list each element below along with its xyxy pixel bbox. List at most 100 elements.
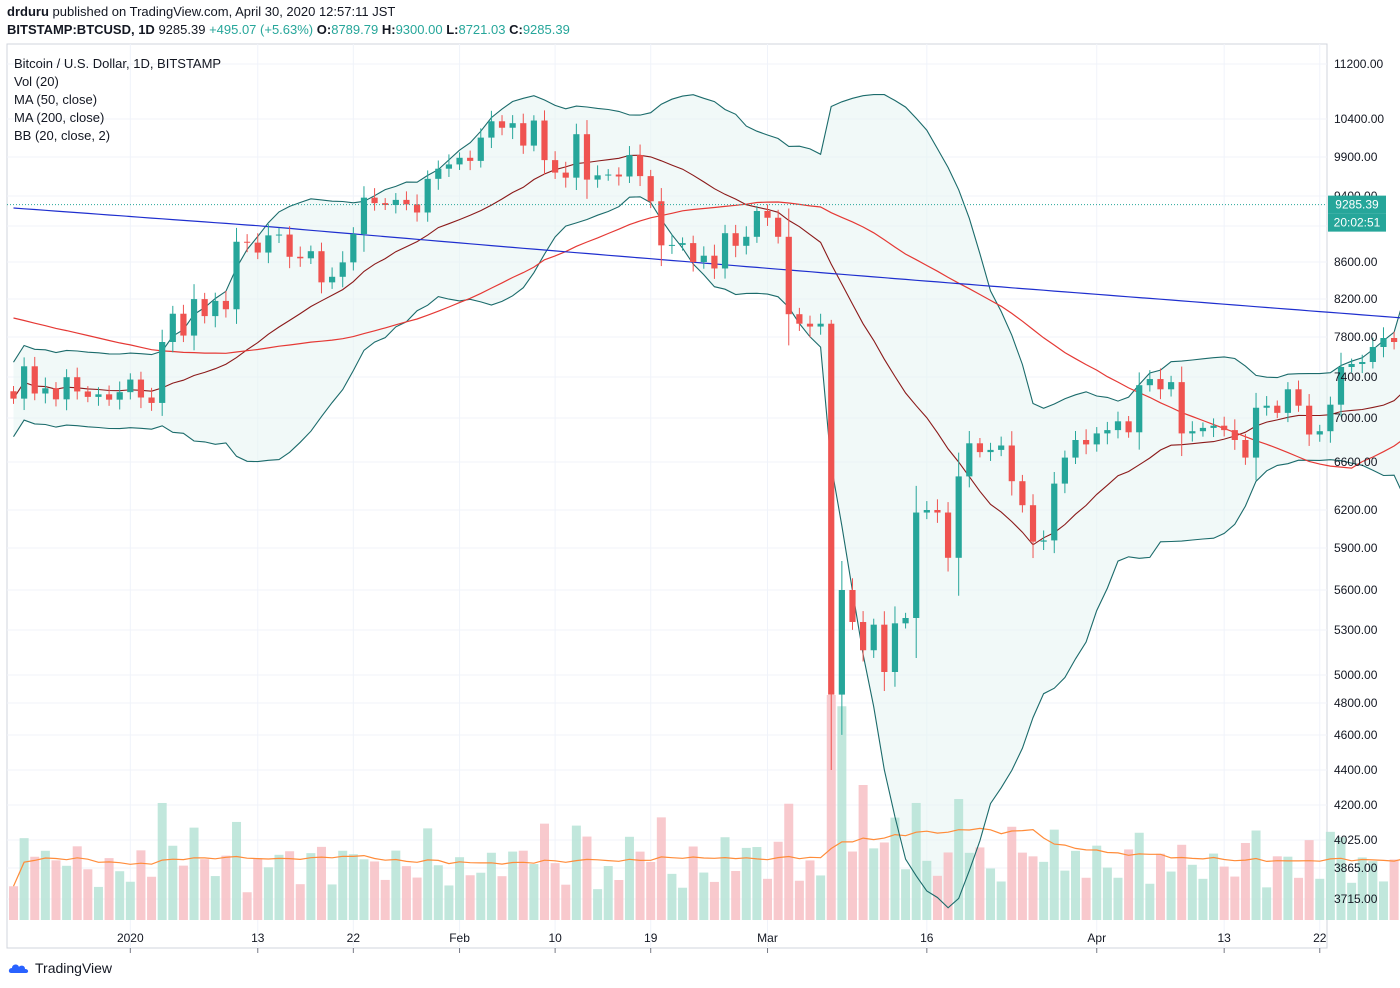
volume-bar xyxy=(30,856,40,920)
volume-bar xyxy=(688,846,698,920)
volume-bar xyxy=(200,859,210,920)
volume-bar xyxy=(1124,849,1134,920)
volume-bar xyxy=(1198,878,1208,920)
volume-bar xyxy=(306,853,316,920)
volume-bar xyxy=(1240,842,1250,920)
candle-body xyxy=(796,314,803,324)
candle-body xyxy=(382,203,389,205)
volume-bar xyxy=(784,803,794,920)
candle-body xyxy=(286,234,293,257)
candle-body xyxy=(1221,425,1228,431)
candle-body xyxy=(998,445,1005,450)
published-text: published on TradingView.com, April 30, … xyxy=(52,4,396,19)
volume-bar xyxy=(1219,866,1229,920)
candle-body xyxy=(806,323,814,327)
volume-bar xyxy=(9,886,18,920)
x-tick-label: 13 xyxy=(251,931,265,945)
candle-body xyxy=(1008,445,1015,482)
volume-bar xyxy=(996,881,1006,920)
candle-body xyxy=(350,234,357,263)
volume-bar xyxy=(571,825,581,920)
legend-ma200[interactable]: MA (200, close) xyxy=(14,110,105,125)
volume-bar xyxy=(295,884,305,920)
legend-bb[interactable]: BB (20, close, 2) xyxy=(14,128,111,143)
legend-volume[interactable]: Vol (20) xyxy=(14,74,59,89)
volume-bar xyxy=(508,851,518,920)
volume-bar xyxy=(263,867,273,920)
candle-body xyxy=(583,134,591,180)
volume-bars xyxy=(9,695,1400,920)
volume-bar xyxy=(433,865,443,920)
candle-body xyxy=(764,211,771,218)
bollinger-band-fill xyxy=(13,94,1400,908)
volume-bar xyxy=(1145,883,1155,920)
candle-body xyxy=(552,160,559,173)
open-value: 8789.79 xyxy=(331,22,379,37)
volume-bar xyxy=(274,854,284,920)
volume-bar xyxy=(943,852,953,920)
candle-body xyxy=(785,236,792,315)
candle-body xyxy=(828,323,835,695)
volume-bar xyxy=(646,861,656,920)
volume-bar xyxy=(816,875,826,920)
candle-body xyxy=(1306,405,1313,435)
candle-body xyxy=(31,366,38,394)
y-tick-label: 3865.00 xyxy=(1334,861,1378,875)
volume-bar xyxy=(178,865,188,920)
candle-body xyxy=(201,299,208,317)
candle-body xyxy=(1284,389,1291,413)
legend-ma50[interactable]: MA (50, close) xyxy=(14,92,98,107)
candle-body xyxy=(1125,421,1132,433)
candle-body xyxy=(1146,379,1153,386)
countdown-tag xyxy=(1328,213,1386,232)
volume-bar xyxy=(678,887,688,920)
volume-bar xyxy=(51,860,61,920)
y-tick-label: 4400.00 xyxy=(1334,763,1378,777)
candle-body xyxy=(955,476,962,558)
candle-body xyxy=(244,241,251,243)
volume-bar xyxy=(285,851,295,920)
candle-body xyxy=(860,622,867,651)
volume-bar xyxy=(1304,840,1314,920)
candle-body xyxy=(498,121,506,128)
volume-bar xyxy=(1039,861,1049,920)
volume-bar xyxy=(752,847,762,920)
y-tick-label: 4800.00 xyxy=(1334,696,1378,710)
candle-body xyxy=(1295,389,1302,406)
volume-bar xyxy=(709,881,719,920)
legend-title[interactable]: Bitcoin / U.S. Dollar, 1D, BITSTAMP xyxy=(14,56,222,71)
candle-body xyxy=(74,377,81,392)
y-tick-label: 4200.00 xyxy=(1334,798,1378,812)
candle-body xyxy=(477,137,484,161)
last-price-label: 9285.39 xyxy=(1335,198,1379,212)
candle-body xyxy=(105,394,113,400)
volume-bar xyxy=(380,879,390,920)
candle-body xyxy=(190,299,198,336)
candle-body xyxy=(1178,382,1185,434)
x-tick-label: 10 xyxy=(548,931,562,945)
candle-body xyxy=(1167,382,1175,390)
tradingview-logo[interactable]: TradingView xyxy=(8,960,112,976)
candle-body xyxy=(212,300,219,317)
volume-bar xyxy=(1368,861,1378,920)
tradingview-brand: TradingView xyxy=(35,960,113,976)
volume-bar xyxy=(858,785,868,920)
volume-bar xyxy=(391,850,401,920)
publisher-name[interactable]: drduru xyxy=(7,4,49,19)
volume-bar xyxy=(593,889,603,920)
candle-body xyxy=(520,123,527,146)
candle-body xyxy=(870,624,877,651)
y-tick-label: 5000.00 xyxy=(1334,668,1378,682)
candle-body xyxy=(679,243,686,245)
candle-body xyxy=(1114,421,1122,431)
x-tick-label: 16 xyxy=(920,931,934,945)
volume-bar xyxy=(540,823,549,920)
volume-bar xyxy=(370,861,380,920)
candle-body xyxy=(1040,540,1047,542)
candle-body xyxy=(711,255,718,269)
volume-bar xyxy=(1389,859,1399,920)
volume-bar xyxy=(826,695,836,920)
volume-bar xyxy=(656,817,666,920)
candle-body xyxy=(233,241,240,310)
